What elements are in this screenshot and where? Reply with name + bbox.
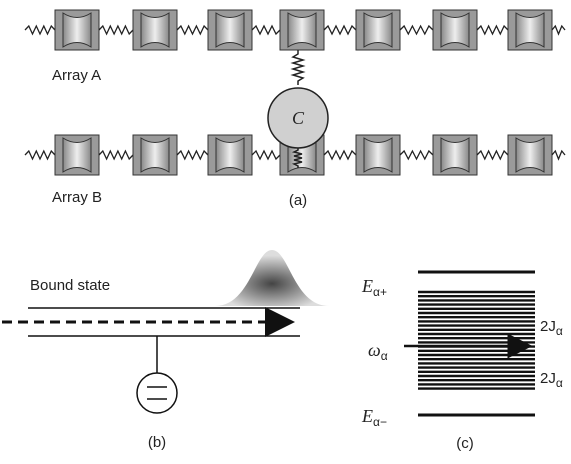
upper-edge-label: Eα+ [361,276,387,299]
spring [552,151,565,159]
cavity [280,10,324,50]
spring [177,151,208,159]
cavity-mode [216,138,244,172]
caption-a: (a) [289,192,307,209]
coupler-spring [293,50,303,85]
spring [324,151,356,159]
cavity-mode [516,138,544,172]
cavity [356,135,400,175]
cavity [508,10,552,50]
lower-edge-label: Eα− [361,406,387,429]
bound-state [215,250,329,306]
cavity-mode [364,13,392,47]
spring [99,151,133,159]
upper-width-label: 2Jα [540,318,563,338]
cavity [208,10,252,50]
cavity [208,135,252,175]
spring [400,151,433,159]
cavity [133,10,177,50]
array-b-label: Array B [52,189,102,206]
cavity-mode [364,138,392,172]
spring [252,151,280,159]
cavity-mode [288,13,316,47]
cavity-mode [141,13,169,47]
caption-b: (b) [148,434,166,451]
cavity-mode [441,13,469,47]
frequency-label: ωα [368,340,388,363]
caption-c: (c) [456,435,474,452]
energy-band [418,292,535,389]
lower-width-label: 2Jα [540,370,563,390]
bound-state-label: Bound state [30,277,110,294]
cavity [356,10,400,50]
spring [552,26,565,34]
spring [25,26,55,34]
spring [477,26,508,34]
cavity-mode [63,138,91,172]
cavity-mode [141,138,169,172]
spring [99,26,133,34]
array-a-label: Array A [52,67,101,84]
atom [137,373,177,413]
cavity [55,10,99,50]
figure: Array A Array B C (a) Bound state (b) Eα… [0,0,571,459]
spring [252,26,280,34]
cavity [55,135,99,175]
cavity-mode [516,13,544,47]
cavity [133,135,177,175]
cavity-mode [441,138,469,172]
spring [25,151,55,159]
spring [400,26,433,34]
cavity-mode [63,13,91,47]
spring [324,26,356,34]
cavity [508,135,552,175]
spring [177,26,208,34]
cavity [433,135,477,175]
cavity [433,10,477,50]
coupler-label: C [292,108,305,128]
cavity-mode [216,13,244,47]
spring [477,151,508,159]
